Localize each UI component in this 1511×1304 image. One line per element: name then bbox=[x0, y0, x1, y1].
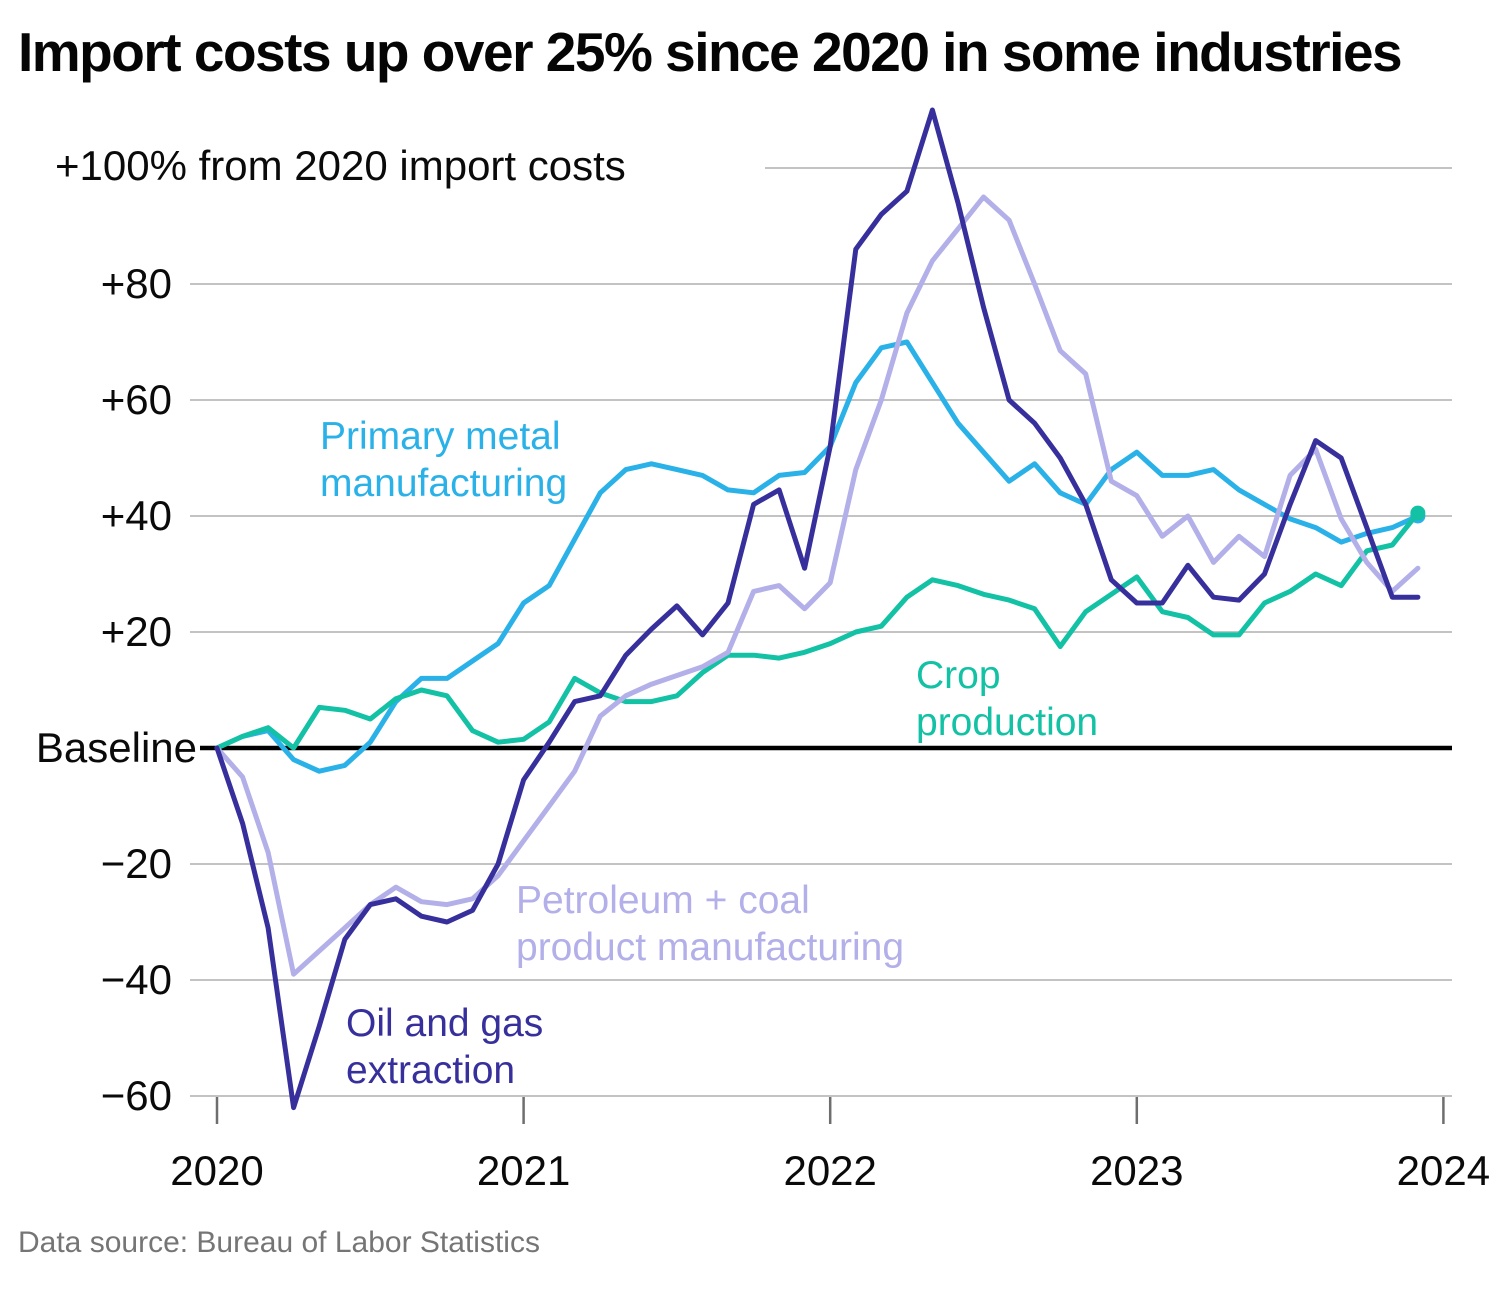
series-line-petroleum-coal bbox=[214, 194, 1421, 977]
x-tick-label-2022: 2022 bbox=[783, 1147, 877, 1194]
y-tick-label--60: −60 bbox=[100, 1072, 172, 1119]
y-tick-label--40: −40 bbox=[100, 956, 172, 1003]
series-line-oil-gas bbox=[214, 107, 1421, 1111]
y-tick-label-80: +80 bbox=[100, 260, 172, 307]
series-line-crop-production bbox=[214, 510, 1421, 751]
chart-title: Import costs up over 25% since 2020 in s… bbox=[18, 21, 1403, 83]
data-source-note: Data source: Bureau of Labor Statistics bbox=[18, 1226, 540, 1259]
series-line-primary-metal bbox=[214, 339, 1421, 774]
series-end-dot-crop-production bbox=[1410, 505, 1426, 521]
series-label-oil-gas: Oil and gas extraction bbox=[346, 1002, 544, 1092]
series-label-primary-metal: Primary metal manufacturing bbox=[320, 415, 568, 505]
y-tick-label-60: +60 bbox=[100, 376, 172, 423]
series-label-petroleum-coal: Petroleum + coal product manufacturing bbox=[516, 879, 905, 969]
series-label-crop-production: Crop production bbox=[916, 654, 1099, 744]
x-tick-label-2023: 2023 bbox=[1090, 1147, 1184, 1194]
x-tick-label-2021: 2021 bbox=[476, 1147, 571, 1194]
y-tick-label-20: +20 bbox=[100, 608, 172, 655]
y-tick-label--20: −20 bbox=[100, 840, 172, 887]
x-tick-label-2024: 2024 bbox=[1396, 1147, 1491, 1194]
y-tick-label-40: +40 bbox=[100, 492, 172, 539]
baseline-label: Baseline bbox=[35, 724, 197, 771]
x-tick-label-2020: 2020 bbox=[170, 1147, 264, 1194]
y-axis-unit-label: +100% from 2020 import costs bbox=[55, 142, 626, 189]
